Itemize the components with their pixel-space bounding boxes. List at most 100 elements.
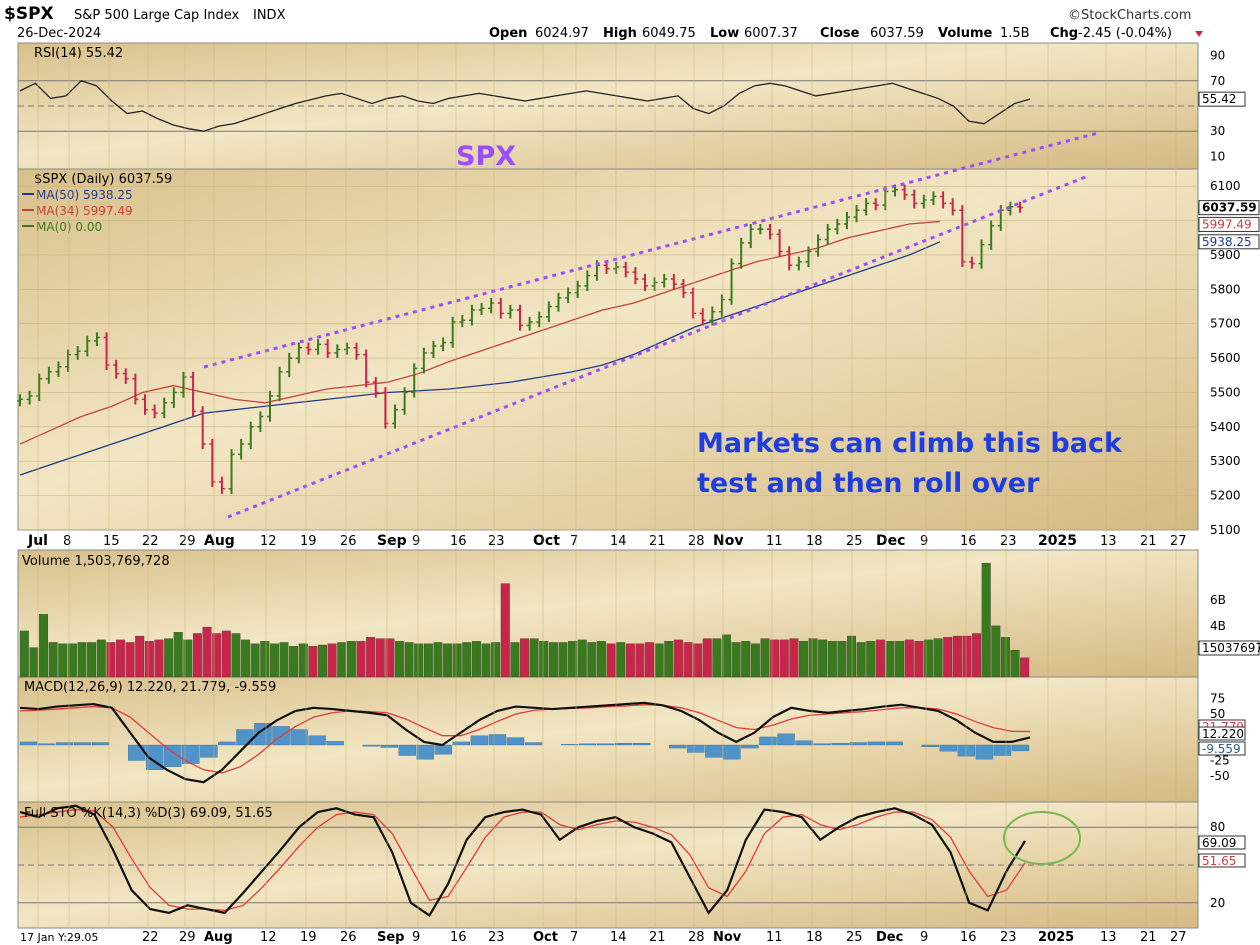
x-tick-bottom: 29 [179,930,196,945]
macd-chart: MACD(12,26,9) 12.220, 21.779, -9.559 7550… [19,680,1246,784]
macd-hist-bar [55,742,74,746]
x-tick-top: 28 [688,534,705,549]
volume-bar [327,643,337,678]
macd-hist-bar [957,744,976,757]
x-tick-bottom: 18 [806,930,823,945]
macd-tick: 75 [1210,692,1225,706]
x-tick-top: 21 [649,534,666,549]
volume-bar [539,641,549,678]
volume-bar [414,643,424,678]
volume-bar [231,633,241,678]
x-tick-top: 23 [1000,534,1017,549]
volume-bar [1020,657,1030,678]
x-tick-bottom: 9 [920,930,928,945]
volume-bar [750,643,760,678]
macd-legend: MACD(12,26,9) 12.220, 21.779, -9.559 [24,680,276,695]
x-tick-top: Nov [713,533,743,549]
macd-hist-bar [73,742,92,746]
volume-bar [596,641,606,678]
volume-chart: Volume 1,503,769,7286B4B2B1503769728 [19,554,1260,678]
macd-hist-bar [470,735,489,746]
volume-legend: Volume 1,503,769,728 [22,554,170,569]
x-tick-bottom: Oct [533,930,558,945]
volume-bar [664,641,674,678]
macd-hist-bar [416,744,434,760]
lower-trendline [227,174,1089,519]
volume-bar [250,643,260,678]
macd-hist-bar [452,741,471,746]
macd-hist-bar [488,734,507,746]
price-value-label: 6037.59 [1202,201,1257,215]
high-value: 6049.75 [642,26,696,41]
note-line-2: test and then roll over [697,468,1040,499]
macd-value-label: -9.559 [1202,742,1241,756]
x-tick-top: 18 [806,534,823,549]
x-tick-top: 23 [488,534,505,549]
macd-hist-bar [795,740,813,746]
macd-hist-bar [759,736,777,746]
x-tick-bottom: 19 [300,930,317,945]
volume-bar [548,642,558,678]
x-tick-top: Sep [377,533,407,549]
volume-bar [587,642,597,678]
macd-tick: -25 [1210,754,1230,768]
volume-bar [645,642,655,678]
macd-hist-bar [128,744,146,761]
sto-value-label: 69.09 [1202,836,1236,850]
volume-bar [462,642,472,678]
volume-bar [760,638,770,678]
macd-hist-bar [560,744,579,746]
volume-bar [289,646,299,678]
macd-hist-bar [777,733,795,746]
volume-bar [116,639,125,678]
sto-tick: 80 [1210,820,1225,834]
x-tick-top: 26 [340,534,357,549]
price-legend-item: $SPX (Daily) 6037.59 [34,172,172,187]
brand-label: ©StockCharts.com [1068,8,1191,23]
volume-bar [712,638,722,678]
volume-bar [616,642,626,678]
low-label: Low [710,26,739,41]
volume-bar [770,639,780,678]
volume-bar [741,641,751,678]
price-tick: 5300 [1210,454,1241,468]
rsi-value-label: 55.42 [1202,92,1236,106]
price-tick: 5100 [1210,523,1241,537]
close-value: 6037.59 [870,26,924,41]
volume-bar [298,643,308,678]
x-tick-top: 29 [179,534,196,549]
volume-bar [654,643,664,678]
macd-hist-bar [91,742,110,746]
volume-bar [135,635,145,678]
x-tick-bottom: 16 [450,930,467,945]
macd-hist-bar [362,744,380,747]
x-tick-bottom: 28 [688,930,705,945]
x-tick-bottom: Dec [876,930,903,945]
volume-bar [981,562,991,678]
chg-value: -2.45 (-0.04%) [1078,26,1172,41]
macd-hist-bar [867,741,885,746]
macd-hist-bar [434,744,453,755]
price-chart: 6100 5900 5800 5700 5600 5500 5400 5300 5200 5100… [17,131,1260,537]
x-tick-top: Oct [533,533,560,549]
macd-hist-bar [254,723,272,746]
x-tick-top: 27 [1170,534,1187,549]
volume-bar [308,646,318,678]
price-tick: 5500 [1210,385,1241,399]
volume-bar [29,647,39,678]
sto-k-line [19,804,1026,917]
volume-label: Volume [938,26,993,41]
rsi-tick: 30 [1210,124,1225,138]
volume-bar [962,635,972,678]
rsi-tick: 70 [1210,74,1225,88]
close-label: Close [820,26,860,41]
price-legend-item: MA(34) 5997.49 [36,204,133,218]
volume-bar [731,642,741,678]
volume-bar [789,638,799,678]
volume-bar [106,642,116,678]
volume-bar [260,641,270,678]
sto-value-box [1198,835,1246,850]
price-tick: 5900 [1210,248,1241,262]
x-tick-top: 14 [610,534,627,549]
